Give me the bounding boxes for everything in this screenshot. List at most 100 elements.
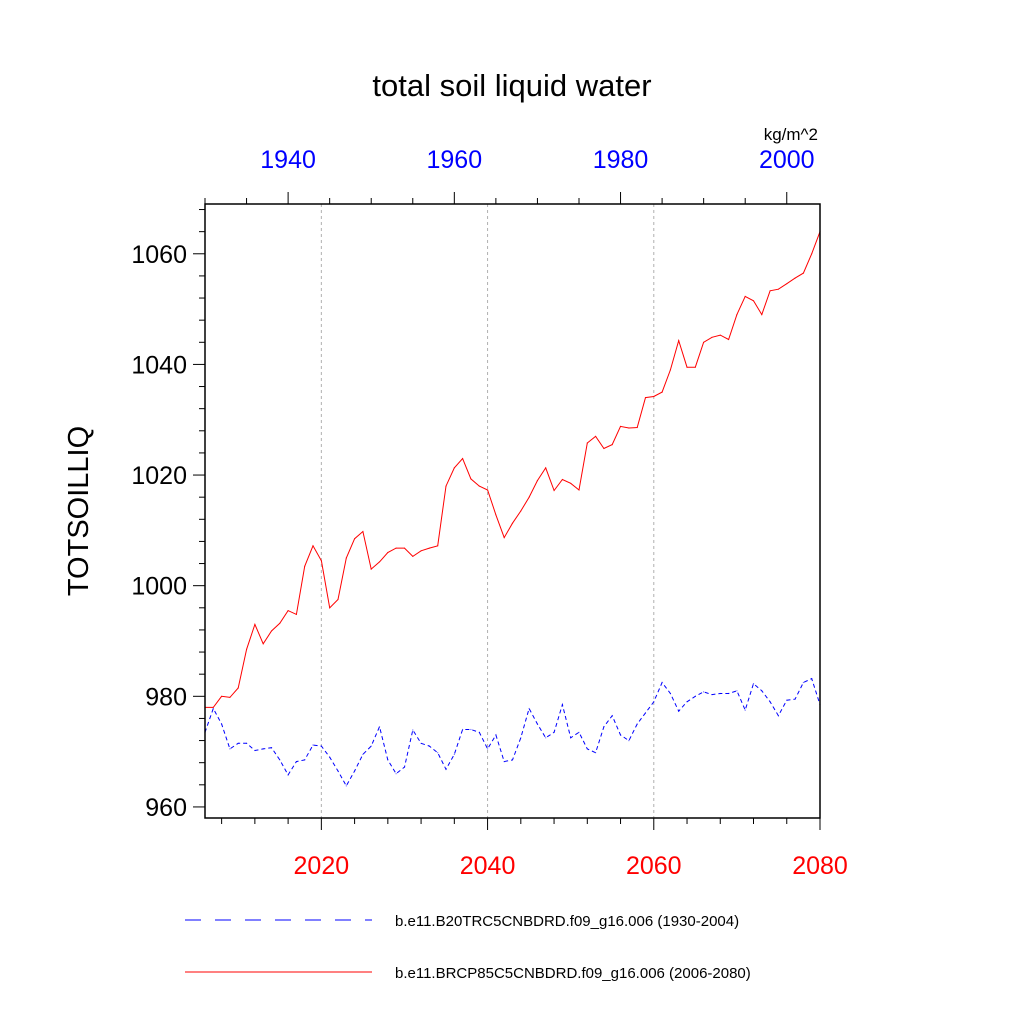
series-1-point	[694, 366, 696, 368]
series-0-point	[636, 723, 638, 725]
series-0-point	[578, 731, 580, 733]
series-0-point	[478, 731, 480, 733]
y-tick-label: 980	[145, 683, 187, 711]
series-1-point	[653, 395, 655, 398]
series-1-point	[703, 341, 705, 343]
series-0-point	[669, 692, 672, 695]
legend-label-1: b.e11.BRCP85C5CNBDRD.f09_g16.006 (2006-2…	[395, 965, 751, 982]
series-0-point	[728, 692, 730, 695]
series-1-point	[487, 489, 489, 491]
series-0-point	[528, 707, 530, 710]
series-0-point	[661, 681, 663, 684]
series-0-point	[329, 756, 331, 758]
series-0-point	[586, 748, 588, 750]
series-1-point	[644, 397, 647, 399]
series-1-point	[777, 288, 780, 290]
series-1-point	[246, 648, 248, 650]
series-0-point	[487, 748, 489, 750]
series-0-point	[694, 695, 696, 697]
series-1-point	[237, 687, 239, 689]
y-tick-label: 1020	[131, 462, 187, 490]
series-1-point	[437, 545, 439, 547]
series-0-point	[811, 678, 813, 680]
series-0-point	[428, 745, 430, 747]
series-0-point	[354, 770, 356, 772]
series-1-point	[752, 300, 755, 302]
series-1-point	[545, 467, 547, 469]
series-0-point	[786, 699, 788, 701]
series-line-0	[204, 677, 821, 787]
series-0-point	[295, 761, 297, 763]
series-1-point	[811, 253, 813, 255]
bottom-x-tick-label: 2020	[294, 852, 350, 880]
series-0-point	[777, 715, 780, 717]
series-0-point	[711, 694, 713, 696]
plot-frame	[204, 203, 821, 819]
series-1-point	[578, 489, 580, 491]
y-tick-label: 1040	[131, 351, 187, 379]
series-1-point	[786, 283, 788, 285]
y-axis: 960 980 1000 1020 1040 1060	[131, 209, 205, 822]
series-1-point	[262, 643, 264, 645]
series-1-point	[420, 550, 422, 552]
series-0-point	[387, 759, 389, 761]
series-0-point	[403, 766, 406, 768]
series-0-point	[619, 734, 622, 736]
series-1-point	[570, 482, 572, 484]
series-1-point	[536, 480, 539, 482]
series-0-point	[420, 742, 422, 744]
series-0-point	[686, 701, 688, 703]
series-0-point	[761, 690, 763, 692]
series-1-point	[686, 366, 688, 368]
y-tick-label: 960	[145, 794, 187, 822]
bottom-x-axis: 2020 2040 2060 2080	[221, 818, 848, 880]
series-0-point	[337, 770, 339, 772]
series-0-point	[736, 690, 738, 692]
series-0-point	[570, 737, 572, 739]
series-1-point	[736, 314, 738, 316]
series-1-point	[403, 547, 406, 549]
series-0-point	[561, 704, 564, 706]
series-1-point	[462, 457, 464, 460]
series-0-point	[362, 753, 364, 756]
series-0-point	[644, 712, 647, 714]
series-0-point	[237, 742, 239, 744]
legend-label-0: b.e11.B20TRC5CNBDRD.f09_g16.006 (1930-20…	[395, 913, 739, 930]
series-0-point	[221, 723, 223, 725]
series-0-point	[470, 728, 472, 731]
series-1-point	[453, 467, 455, 469]
series-0-point	[769, 701, 771, 703]
bottom-x-tick-label: 2060	[626, 852, 682, 880]
series-0-point	[678, 710, 680, 712]
series-1-point	[769, 290, 771, 292]
series-0-point	[794, 698, 796, 700]
series-0-point	[520, 737, 522, 739]
series-0-point	[719, 692, 721, 695]
series-1-point	[279, 622, 281, 624]
series-0-point	[653, 701, 655, 703]
series-1-point	[744, 295, 746, 297]
series-1-point	[678, 340, 680, 342]
series-0-point	[370, 745, 372, 747]
series-1-point	[495, 514, 497, 516]
series-0-point	[628, 740, 630, 742]
top-x-axis: 1940 1960 1980 2000	[204, 146, 815, 204]
series-0-point	[503, 761, 505, 763]
series-1-point	[595, 435, 597, 437]
series-0-point	[287, 774, 289, 776]
series-1-point	[503, 537, 505, 539]
bottom-x-tick-label: 2080	[792, 852, 848, 880]
series-1-point	[478, 485, 480, 487]
series-0-point	[254, 749, 256, 752]
series-0-point	[229, 748, 231, 750]
series-0-point	[270, 747, 273, 749]
series-0-point	[553, 731, 555, 733]
series-0-point	[437, 752, 439, 754]
series-1-point	[270, 630, 273, 632]
series-1-point	[395, 547, 397, 549]
series-0-point	[752, 683, 755, 685]
series-1-point	[254, 623, 256, 626]
series-0-point	[345, 785, 347, 787]
y-tick-label: 1000	[131, 573, 187, 601]
series-1-point	[802, 272, 805, 274]
